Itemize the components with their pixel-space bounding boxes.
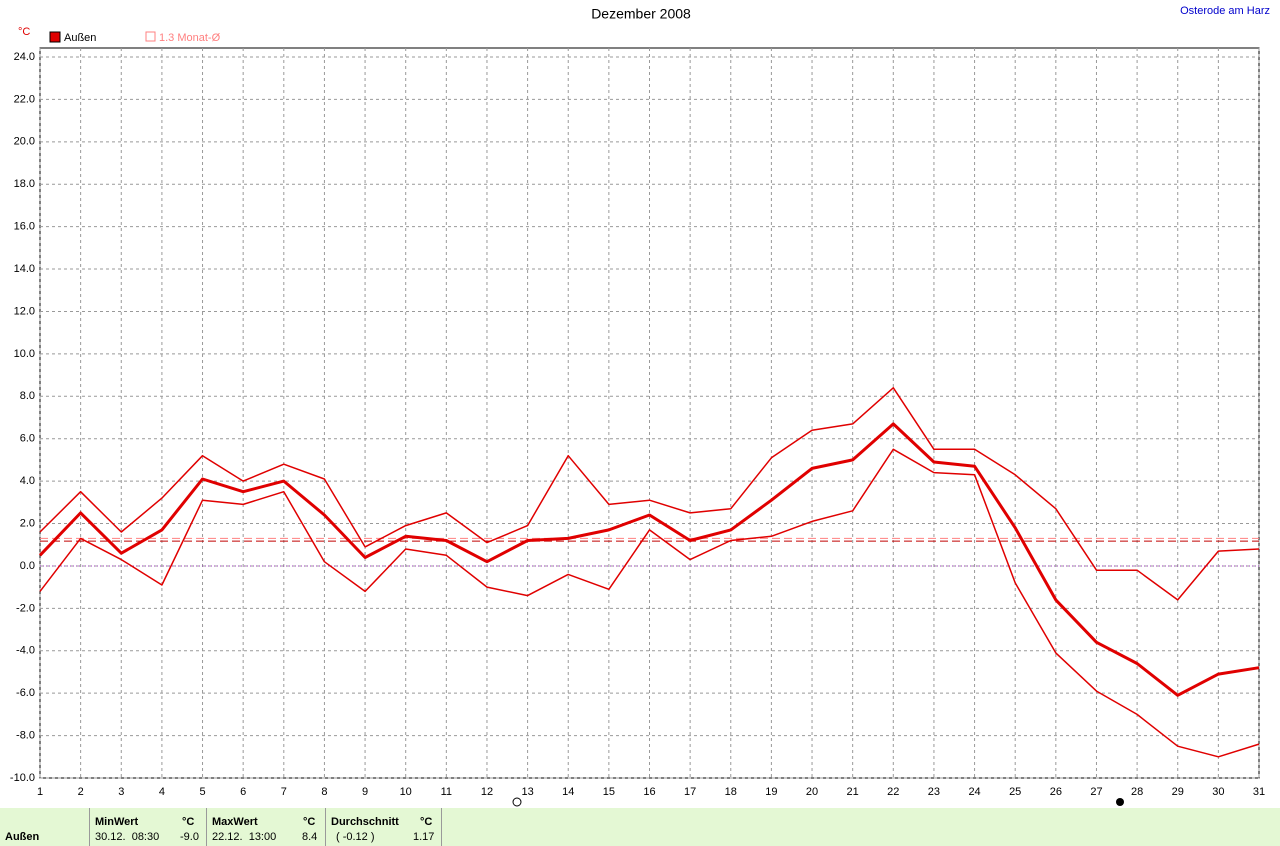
legend-label: Außen: [64, 32, 96, 44]
x-tick-label: 28: [1131, 786, 1143, 798]
x-tick-label: 30: [1212, 786, 1224, 798]
row-label: Außen: [5, 831, 40, 843]
x-tick-label: 27: [1090, 786, 1102, 798]
y-tick-label: 24.0: [14, 51, 35, 63]
y-tick-label: 16.0: [14, 221, 35, 233]
y-tick-label: -2.0: [16, 602, 35, 614]
x-tick-label: 10: [400, 786, 412, 798]
x-tick-label: 7: [281, 786, 287, 798]
x-tick-label: 15: [603, 786, 615, 798]
y-tick-label: -4.0: [16, 645, 35, 657]
chart-title: Dezember 2008: [591, 6, 691, 22]
stat-unit: °C: [420, 816, 433, 828]
series-line: [39, 448, 1260, 758]
y-tick-label: 2.0: [20, 517, 35, 529]
x-tick-label: 4: [159, 786, 165, 798]
x-tick-label: 17: [684, 786, 696, 798]
y-tick-label: 0.0: [20, 560, 35, 572]
x-tick-label: 26: [1050, 786, 1062, 798]
location: Osterode am Harz: [1180, 5, 1270, 17]
y-tick-label: 18.0: [14, 178, 35, 190]
x-tick-label: 3: [118, 786, 124, 798]
x-tick-label: 23: [928, 786, 940, 798]
stat-unit: °C: [303, 816, 316, 828]
legend-swatch: [145, 31, 156, 42]
legend-label: 1.3 Monat-Ø: [159, 32, 221, 44]
stat-when: 30.12. 08:30: [95, 831, 160, 843]
x-tick-label: 9: [362, 786, 368, 798]
x-tick-label: 20: [806, 786, 818, 798]
x-tick-label: 25: [1009, 786, 1021, 798]
y-tick-label: 14.0: [14, 263, 35, 275]
x-tick-label: 24: [968, 786, 980, 798]
x-tick-label: 31: [1253, 786, 1265, 798]
x-tick-label: 16: [643, 786, 655, 798]
stat-title: MinWert: [95, 816, 139, 828]
x-tick-label: 21: [847, 786, 859, 798]
x-tick-label: 18: [725, 786, 737, 798]
stats-bar: Außen MinWert °C 30.12. 08:30 -9.0 MaxWe…: [0, 808, 1280, 846]
series-line: [38, 422, 1260, 697]
stat-value: -9.0: [180, 831, 199, 843]
separator: [89, 808, 90, 846]
y-tick-label: 4.0: [20, 475, 35, 487]
series-line: [39, 387, 1260, 601]
x-tick-label: 5: [199, 786, 205, 798]
separator: [441, 808, 442, 846]
moon-icon: [1116, 798, 1124, 806]
y-tick-label: 8.0: [20, 390, 35, 402]
x-tick-label: 1: [37, 786, 43, 798]
y-tick-label: -8.0: [16, 729, 35, 741]
moon-icon: [512, 797, 522, 807]
x-tick-label: 13: [521, 786, 533, 798]
x-tick-label: 8: [321, 786, 327, 798]
separator: [325, 808, 326, 846]
y-tick-label: 10.0: [14, 348, 35, 360]
x-tick-label: 12: [481, 786, 493, 798]
x-tick-label: 11: [441, 786, 452, 798]
stat-when: 22.12. 13:00: [212, 831, 277, 843]
x-tick-label: 19: [765, 786, 777, 798]
separator: [206, 808, 207, 846]
y-tick-label: 22.0: [14, 93, 35, 105]
y-tick-label: 6.0: [20, 433, 35, 445]
stat-title: MaxWert: [212, 816, 258, 828]
stat-title: Durchschnitt: [331, 816, 399, 828]
y-tick-label: -6.0: [16, 687, 35, 699]
x-tick-label: 14: [562, 786, 574, 798]
y-tick-label: -10.0: [10, 772, 35, 784]
y-tick-label: 12.0: [14, 305, 35, 317]
stat-when: ( -0.12 ): [336, 831, 375, 843]
stat-unit: °C: [182, 816, 195, 828]
chart: Dezember 2008 Osterode am Harz °C -10.0 -…: [10, 5, 1270, 807]
y-tick-label: 20.0: [14, 136, 35, 148]
stat-value: 1.17: [413, 831, 435, 843]
legend-swatch: [49, 31, 61, 43]
x-tick-label: 22: [887, 786, 899, 798]
x-tick-label: 2: [78, 786, 84, 798]
stat-value: 8.4: [302, 831, 318, 843]
unit-label: °C: [18, 26, 30, 38]
x-tick-label: 29: [1172, 786, 1184, 798]
x-tick-label: 6: [240, 786, 246, 798]
